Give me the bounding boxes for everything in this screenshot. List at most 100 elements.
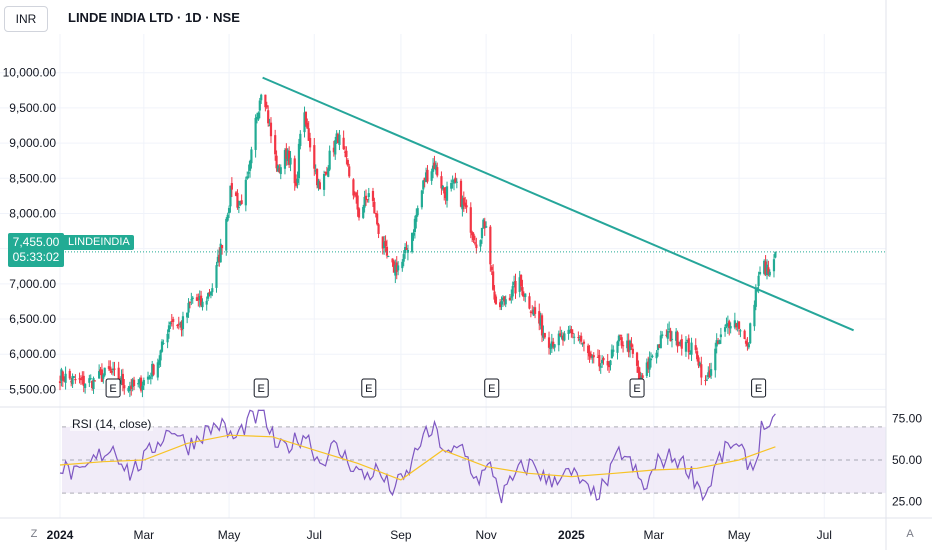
candle-body	[723, 327, 727, 332]
candle-body	[219, 243, 222, 263]
candle-body	[690, 342, 693, 355]
candle-body	[482, 219, 485, 229]
candle-body	[84, 383, 87, 389]
auto-scale-button[interactable]: A	[906, 528, 914, 540]
candle-body	[656, 344, 660, 351]
candle-body	[313, 145, 316, 169]
candle-body	[363, 196, 366, 208]
candle-body	[638, 371, 641, 379]
rsi-line	[59, 409, 776, 504]
candle-body	[518, 277, 521, 292]
candle-body	[218, 254, 221, 262]
candle-body	[473, 242, 477, 244]
candle-body	[676, 332, 679, 347]
candle-body	[180, 321, 183, 331]
candle-body	[747, 344, 750, 348]
candle-body	[552, 341, 555, 347]
candle-body	[254, 117, 257, 150]
candle-body	[651, 355, 654, 357]
zoom-toggle-button[interactable]: Z	[30, 528, 38, 540]
candle-body	[376, 213, 379, 225]
candle-body	[68, 370, 71, 379]
last-price-tag: 7,455.00 05:33:02	[8, 233, 64, 267]
x-tick-label: May	[728, 528, 751, 542]
candle-body	[560, 336, 563, 338]
candle-body	[346, 159, 349, 166]
candle-body	[553, 344, 556, 348]
candle-body	[715, 340, 718, 347]
candle-body	[528, 296, 531, 309]
candle-body	[649, 358, 653, 361]
candle-body	[420, 190, 423, 208]
y-tick-label: 10,000.00	[3, 66, 57, 80]
last-price-value: 7,455.00	[12, 235, 60, 249]
candle-body	[533, 307, 537, 314]
candle-body	[152, 364, 155, 375]
candle-body	[176, 324, 179, 327]
candle-body	[234, 192, 238, 196]
candle-body	[539, 318, 542, 326]
candle-body	[58, 381, 62, 384]
candle-body	[423, 177, 426, 181]
candle-body	[64, 373, 67, 383]
earnings-marker	[484, 378, 500, 398]
candle-body	[288, 150, 291, 165]
candle-body	[413, 218, 416, 232]
candle-body	[588, 352, 591, 357]
candle-body	[149, 377, 152, 379]
trendline[interactable]	[262, 76, 855, 332]
currency-selector[interactable]: INR	[4, 6, 48, 32]
candle-body	[216, 256, 219, 263]
candle-body	[431, 165, 435, 172]
candle-body	[98, 371, 101, 379]
candle-body	[455, 181, 458, 183]
candle-body	[765, 264, 769, 276]
candle-body	[757, 275, 760, 286]
candle-body	[391, 258, 394, 263]
candle-body	[422, 180, 425, 190]
candle-body	[571, 332, 574, 334]
candle-body	[424, 172, 428, 183]
candle-body	[763, 260, 766, 274]
candle-body	[230, 183, 233, 190]
candle-body	[381, 236, 384, 249]
candle-body	[352, 179, 355, 196]
candle-body	[462, 197, 465, 205]
candle-body	[758, 271, 762, 275]
time-axis[interactable]: 2024 Mar May Jul Sep Nov 2025 Mar May Jul	[47, 528, 832, 542]
candle-body	[573, 336, 576, 338]
candle-body	[295, 181, 298, 186]
candle-body	[356, 195, 359, 210]
candle-body	[707, 372, 710, 377]
candle-body	[580, 335, 583, 342]
earnings-marker-label: E	[488, 383, 495, 395]
candle-body	[563, 333, 566, 341]
candle-body	[522, 293, 525, 297]
candle-body	[247, 172, 250, 174]
rsi-indicator-label[interactable]: RSI (14, close)	[70, 417, 154, 431]
candle-body	[670, 338, 674, 340]
rsi-axis[interactable]: 75.00 50.00 25.00	[892, 412, 922, 509]
candle-body	[60, 369, 63, 381]
candle-body	[619, 334, 622, 336]
candle-body	[561, 335, 565, 341]
candle-body	[744, 340, 748, 344]
candle-body	[602, 357, 605, 361]
candle-body	[494, 296, 498, 305]
candle-body	[475, 244, 478, 249]
candle-body	[658, 344, 661, 348]
candle-body	[601, 359, 604, 364]
candle-body	[542, 333, 545, 338]
candle-body	[668, 328, 671, 330]
candle-body	[434, 164, 437, 171]
candle-body	[250, 149, 253, 164]
earnings-marker	[751, 378, 767, 398]
candle-body	[508, 297, 512, 301]
candle-body	[307, 128, 310, 141]
candle-body	[209, 291, 212, 296]
candle-body	[648, 358, 651, 370]
candle-body	[609, 360, 612, 366]
candle-body	[103, 367, 106, 376]
x-tick-label: Mar	[643, 528, 664, 542]
